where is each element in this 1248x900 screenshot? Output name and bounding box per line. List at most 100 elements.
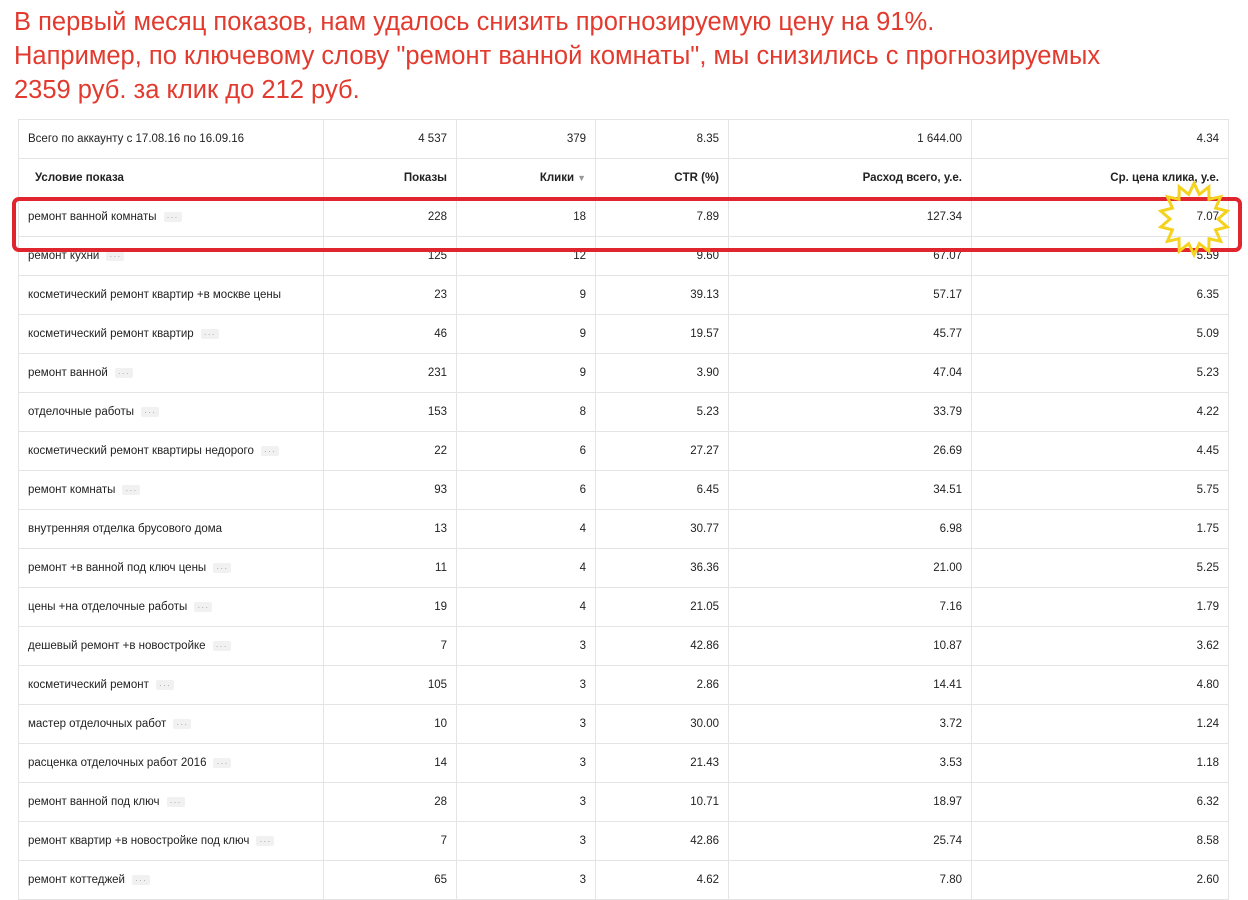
ctr-cell: 6.45 [595,470,729,510]
more-options-icon[interactable]: ··· [260,445,279,456]
more-options-icon[interactable]: ··· [166,796,185,807]
ctr-cell: 3.90 [595,353,729,393]
condition-label: отделочные работы [28,406,134,418]
condition-label: косметический ремонт [28,679,149,691]
cpc-cell: 3.62 [971,626,1229,666]
shows-cell: 65 [323,860,457,900]
table-row: косметический ремонт ··· 105 3 2.86 14.41 4.80 [18,665,1229,705]
condition-cell: ремонт ванной комнаты ··· [18,197,324,237]
ctr-cell: 5.23 [595,392,729,432]
condition-label: расценка отделочных работ 2016 [28,757,207,769]
condition-cell: косметический ремонт квартир +в москве ц… [18,275,324,315]
column-header-condition-label: Условие показа [35,172,124,184]
condition-cell: цены +на отделочные работы ··· [18,587,324,627]
spend-cell: 25.74 [728,821,972,861]
spend-cell: 34.51 [728,470,972,510]
table-row: расценка отделочных работ 2016 ··· 14 3 21.4… [18,743,1229,783]
shows-cell: 7 [323,626,457,666]
more-options-icon[interactable]: ··· [200,328,219,339]
more-options-icon[interactable]: ··· [213,757,232,768]
spend-cell: 57.17 [728,275,972,315]
more-options-icon[interactable]: ··· [194,601,213,612]
shows-cell: 22 [323,431,457,471]
more-options-icon[interactable]: ··· [163,211,182,222]
ctr-cell: 30.77 [595,509,729,549]
shows-cell: 7 [323,821,457,861]
condition-label: ремонт +в ванной под ключ цены [28,562,207,574]
condition-cell: ремонт кухни ··· [18,236,324,276]
column-header-shows[interactable]: Показы [323,158,457,198]
more-options-icon[interactable]: ··· [114,367,133,378]
condition-cell: отделочные работы ··· [18,392,324,432]
more-options-icon[interactable]: ··· [131,874,150,885]
cpc-cell: 4.22 [971,392,1229,432]
cpc-cell: 2.60 [971,860,1229,900]
column-header-spend-label: Расход всего, у.е. [862,172,962,184]
condition-cell: ремонт ванной под ключ ··· [18,782,324,822]
more-options-icon[interactable]: ··· [122,484,141,495]
more-options-icon[interactable]: ··· [106,250,125,261]
condition-label: внутренняя отделка брусового дома [28,523,223,535]
column-header-ctr[interactable]: CTR (%) [595,158,729,198]
sort-descending-icon[interactable]: ▼ [577,173,586,183]
shows-cell: 19 [323,587,457,627]
column-header-cpc[interactable]: Ср. цена клика, у.е. [971,158,1229,198]
spend-cell: 3.53 [728,743,972,783]
cpc-cell: 5.23 [971,353,1229,393]
condition-cell: ремонт комнаты ··· [18,470,324,510]
condition-cell: ремонт ванной ··· [18,353,324,393]
table-row: ремонт квартир +в новостройке под ключ ··… [18,821,1229,861]
ctr-cell: 21.05 [595,587,729,627]
more-options-icon[interactable]: ··· [141,406,159,417]
ctr-cell: 27.27 [595,431,729,471]
cpc-cell: 6.32 [971,782,1229,822]
cpc-cell: 8.58 [971,821,1229,861]
table-row: отделочные работы ··· 153 8 5.23 33.79 4.22 [18,392,1229,432]
clicks-cell: 9 [456,353,596,393]
clicks-cell: 3 [456,665,596,705]
more-options-icon[interactable]: ··· [212,640,231,651]
shows-cell: 28 [323,782,457,822]
condition-label: ремонт ванной комнаты [28,211,157,223]
clicks-cell: 8 [456,392,596,432]
clicks-cell: 6 [456,470,596,510]
stats-table: Всего по аккаунту с 17.08.16 по 16.09.16… [18,119,1229,900]
ctr-cell: 10.71 [595,782,729,822]
ctr-cell: 42.86 [595,821,729,861]
spend-cell: 26.69 [728,431,972,471]
headline-line-1: В первый месяц показов, нам удалось сниз… [14,8,935,36]
more-options-icon[interactable]: ··· [173,718,192,729]
cpc-cell: 5.59 [971,236,1229,276]
spend-cell: 21.00 [728,548,972,588]
shows-cell: 14 [323,743,457,783]
column-header-spend[interactable]: Расход всего, у.е. [728,158,972,198]
summary-clicks: 379 [456,119,596,159]
spend-cell: 6.98 [728,509,972,549]
column-header-clicks[interactable]: Клики ▼ [456,158,596,198]
condition-label: косметический ремонт квартир +в москве ц… [28,289,282,301]
spend-cell: 7.16 [728,587,972,627]
more-options-icon[interactable]: ··· [155,679,174,690]
condition-label: косметический ремонт квартир [28,328,194,340]
shows-cell: 11 [323,548,457,588]
table-row: косметический ремонт квартир ··· 46 9 19.57 4… [18,314,1229,354]
ctr-cell: 2.86 [595,665,729,705]
ctr-cell: 4.62 [595,860,729,900]
cpc-cell: 4.80 [971,665,1229,705]
condition-label: цены +на отделочные работы [28,601,188,613]
ctr-cell: 42.86 [595,626,729,666]
spend-cell: 14.41 [728,665,972,705]
condition-label: ремонт ванной [28,367,108,379]
more-options-icon[interactable]: ··· [213,562,232,573]
clicks-cell: 4 [456,548,596,588]
clicks-cell: 9 [456,314,596,354]
table-row: ремонт ванной комнаты ··· 228 18 7.89 127.34 7… [18,197,1229,237]
more-options-icon[interactable]: ··· [256,835,275,846]
cpc-cell: 1.24 [971,704,1229,744]
cpc-cell: 1.79 [971,587,1229,627]
cpc-cell: 5.25 [971,548,1229,588]
spend-cell: 127.34 [728,197,972,237]
column-header-condition[interactable]: Условие показа [18,158,324,198]
summary-ctr: 8.35 [595,119,729,159]
headline-line-3: 2359 руб. за клик до 212 руб. [14,76,360,104]
